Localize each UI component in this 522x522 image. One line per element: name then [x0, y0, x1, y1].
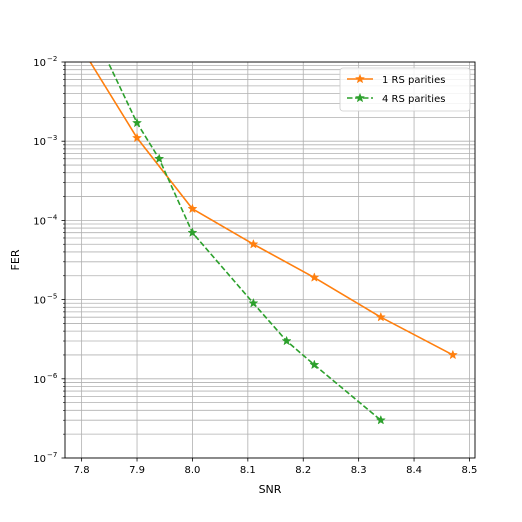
y-tick-label-exponent: −3	[47, 134, 57, 142]
x-tick-label: 8.3	[351, 465, 367, 476]
x-tick-label: 8.1	[240, 465, 256, 476]
y-tick-label-exponent: −6	[47, 372, 58, 380]
data-point-star-marker	[281, 335, 292, 346]
x-tick-label: 8.2	[295, 465, 311, 476]
y-tick-label-exponent: −2	[47, 55, 57, 63]
data-point-star-marker	[309, 272, 320, 282]
x-tick-label: 7.8	[74, 465, 90, 476]
y-tick-label-base: 10	[33, 375, 46, 386]
plot-frame	[64, 61, 476, 459]
x-tick-label: 8.0	[184, 465, 200, 476]
data-point-star-marker	[447, 349, 458, 360]
y-tick-label-base: 10	[33, 454, 46, 465]
x-tick-label: 8.5	[462, 465, 478, 476]
data-point-star-marker	[375, 311, 386, 322]
data-point-star-marker	[187, 227, 198, 237]
legend-star-marker	[354, 92, 366, 103]
data-point-star-marker	[248, 297, 259, 308]
legend-label: 1 RS parities	[382, 75, 445, 86]
data-point-star-marker	[187, 203, 198, 214]
data-point-star-marker	[309, 359, 320, 370]
y-tick-label-base: 10	[33, 296, 46, 307]
axis-ticks: 7.8 7.9 8.0 8.1 8.2 8.3 8.4 8.510−710−610−510−4…	[33, 55, 477, 476]
x-axis-label: SNR	[259, 483, 282, 496]
data-point-star-marker	[248, 238, 259, 249]
data-point-star-marker	[154, 153, 165, 164]
series-layer	[89, 62, 458, 425]
data-point-star-marker	[131, 132, 143, 143]
y-tick-label-base: 10	[33, 58, 46, 69]
legend: 1 RS parities 4 RS parities	[339, 67, 471, 112]
x-tick-label: 7.9	[129, 465, 145, 476]
y-tick-label-exponent: −5	[47, 293, 57, 301]
x-tick-label: 8.4	[406, 465, 422, 476]
y-tick-label-base: 10	[33, 137, 46, 148]
y-axis-label: FER	[9, 249, 22, 270]
y-tick-label-base: 10	[33, 216, 46, 227]
legend-star-marker	[354, 73, 366, 84]
y-tick-label-exponent: −4	[47, 213, 58, 221]
legend-label: 4 RS parities	[382, 94, 445, 105]
data-point-star-marker	[131, 117, 143, 128]
y-tick-label-exponent: −7	[47, 451, 57, 459]
series-line	[107, 62, 382, 421]
data-point-star-marker	[375, 414, 386, 425]
